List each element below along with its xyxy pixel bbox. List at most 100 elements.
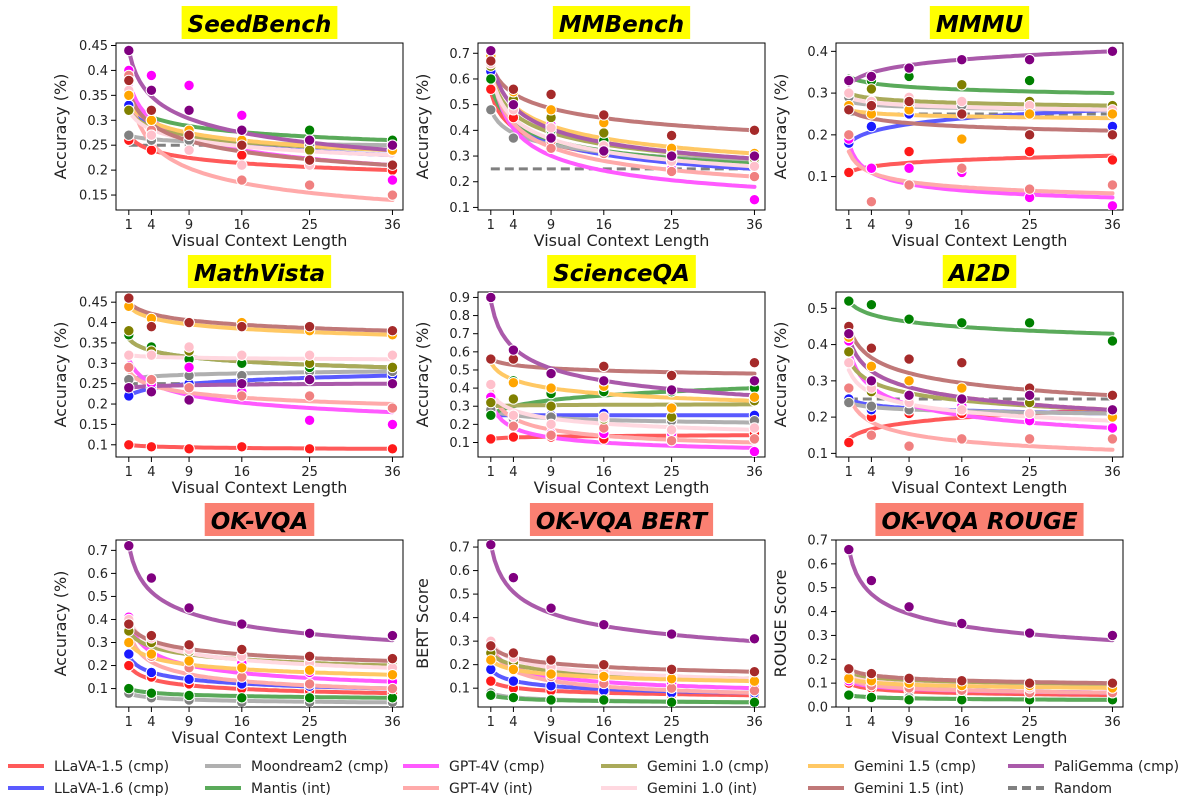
point-gemini-1-0-int [665, 424, 678, 436]
point-paligemma-cmp [865, 70, 878, 83]
point-gemini-1-5-cmp [748, 675, 761, 687]
y-tick-label: 0.3 [449, 635, 470, 650]
point-mantis-int [843, 689, 855, 701]
fit-curve-gemini-1-0-int [126, 617, 395, 670]
point-mantis-int [303, 692, 316, 704]
chart-title-bg [181, 6, 338, 39]
x-tick-label: 9 [547, 465, 555, 480]
x-axis-label: Visual Context Length [534, 231, 710, 250]
fit-curve-gpt-4v-int [488, 64, 757, 179]
fit-curve-mantis-int [488, 693, 757, 705]
fit-curve-gpt-4v-int [126, 83, 395, 202]
fit-curve-gemini-1-5-cmp [488, 360, 757, 403]
x-tick-label: 25 [301, 465, 318, 480]
y-tick-label: 0.45 [79, 296, 108, 311]
fit-curve-llava-1-5-cmp [488, 679, 757, 698]
point-paligemma-cmp [665, 628, 678, 640]
point-paligemma-cmp [903, 601, 915, 613]
chart-title: MMMU [936, 12, 1024, 38]
point-paligemma-cmp [303, 627, 316, 639]
point-paligemma-cmp [545, 367, 557, 380]
point-gemini-1-5-cmp [183, 655, 195, 667]
point-mantis-int [1023, 74, 1036, 87]
point-paligemma-cmp [145, 386, 158, 398]
point-gpt-4v-cmp [183, 361, 195, 374]
legend-label-llava-1-5-cmp: LLaVA-1.5 (cmp) [54, 759, 169, 775]
legend-label-gemini-1-5-cmp: Gemini 1.5 (cmp) [854, 759, 976, 775]
y-axis-label: Accuracy (%) [771, 74, 790, 180]
point-paligemma-cmp [956, 393, 968, 405]
y-tick-label: 0.7 [449, 47, 470, 62]
point-gemini-1-5-cmp [145, 114, 158, 126]
point-gpt-4v-int [665, 165, 678, 178]
point-gemini-1-0-cmp [598, 127, 610, 139]
x-tick-label: 36 [746, 715, 763, 730]
fit-curve-gemini-1-0-int [488, 69, 757, 169]
point-gemini-1-5-int [665, 369, 678, 382]
x-tick-label: 16 [234, 715, 251, 730]
point-gpt-4v-int [303, 179, 316, 191]
fit-curve-gpt-4v-int [488, 386, 757, 445]
legend-label-paligemma-cmp: PaliGemma (cmp) [1054, 759, 1179, 775]
point-gemini-1-5-int [1106, 129, 1119, 141]
point-mantis-int [1106, 335, 1119, 347]
point-llava-1-5-cmp [145, 144, 158, 156]
chart-title-bg [204, 503, 315, 536]
point-gemini-1-0-cmp [123, 104, 135, 116]
point-llava-1-5-cmp [485, 433, 497, 445]
fit-curve-gemini-1-5-cmp [846, 107, 1115, 121]
y-tick-label: 0.2 [449, 658, 470, 673]
point-gpt-4v-int [748, 170, 761, 183]
y-tick-label: 0.3 [449, 400, 470, 415]
point-gemini-1-5-int [183, 639, 195, 651]
panel-seedbench: 1 4 9 16 25 36 Visual Context Length 0.15 0.2 0.2… [51, 6, 404, 250]
point-gpt-4v-cmp [236, 109, 248, 121]
x-tick-label: 9 [905, 715, 913, 730]
legend-label-gemini-1-0-cmp: Gemini 1.0 (cmp) [647, 759, 769, 775]
y-axis-label: Accuracy (%) [413, 74, 432, 180]
point-llava-1-5-cmp [485, 675, 497, 687]
point-gpt-4v-int [1023, 433, 1036, 445]
point-gemini-1-5-int [748, 124, 761, 137]
point-gemini-1-5-int [598, 360, 610, 373]
point-mantis-int [507, 691, 520, 704]
x-tick-label: 36 [384, 465, 401, 480]
panel-mathvista: 1 4 9 16 25 36 Visual Context Length 0.1 0.15 0.2… [51, 255, 404, 497]
point-gemini-1-0-cmp [507, 393, 520, 405]
point-paligemma-cmp [865, 375, 878, 387]
point-mantis-int [865, 298, 878, 311]
y-tick-label: 0.3 [87, 636, 108, 651]
point-gemini-1-0-int [748, 422, 761, 434]
point-gemini-1-5-int [145, 104, 158, 116]
point-gemini-1-5-cmp [236, 662, 248, 674]
point-paligemma-cmp [485, 292, 497, 304]
y-tick-label: 0.4 [807, 338, 828, 353]
panel-ai2d: 1 4 9 16 25 36 Visual Context Length 0.1 0.2 0.3 0… [771, 255, 1124, 497]
point-gemini-1-5-int [123, 74, 135, 87]
x-tick-label: 9 [547, 715, 555, 730]
point-gemini-1-0-int [236, 349, 248, 361]
panel-ok-vqa-bert: 1 4 9 16 25 36 Visual Context Length 0.1 0.2 0.3 0… [413, 503, 766, 747]
x-axis-label: Visual Context Length [534, 728, 710, 747]
point-mantis-int [145, 687, 158, 699]
point-gemini-1-0-cmp [545, 400, 557, 412]
legend-label-gemini-1-0-int: Gemini 1.0 (int) [647, 781, 757, 797]
y-tick-label: 0.7 [449, 541, 470, 556]
point-paligemma-cmp [485, 540, 497, 551]
point-mantis-int [903, 694, 915, 706]
point-gemini-1-0-int [843, 357, 855, 369]
plot-area [843, 45, 1119, 210]
point-mantis-int [303, 124, 316, 136]
x-tick-label: 4 [509, 465, 517, 480]
point-gemini-1-5-int [386, 652, 399, 665]
point-gemini-1-5-int [748, 666, 761, 678]
y-tick-label: 0.4 [449, 611, 470, 626]
point-gemini-1-5-int [236, 139, 248, 151]
point-paligemma-cmp [748, 150, 761, 162]
point-paligemma-cmp [1106, 629, 1119, 642]
chart-title-bg [929, 6, 1030, 39]
point-llava-1-5-cmp [303, 443, 316, 455]
point-mantis-int [665, 696, 678, 707]
fit-curve-mantis-int [846, 74, 1115, 96]
point-paligemma-cmp [1023, 54, 1036, 66]
